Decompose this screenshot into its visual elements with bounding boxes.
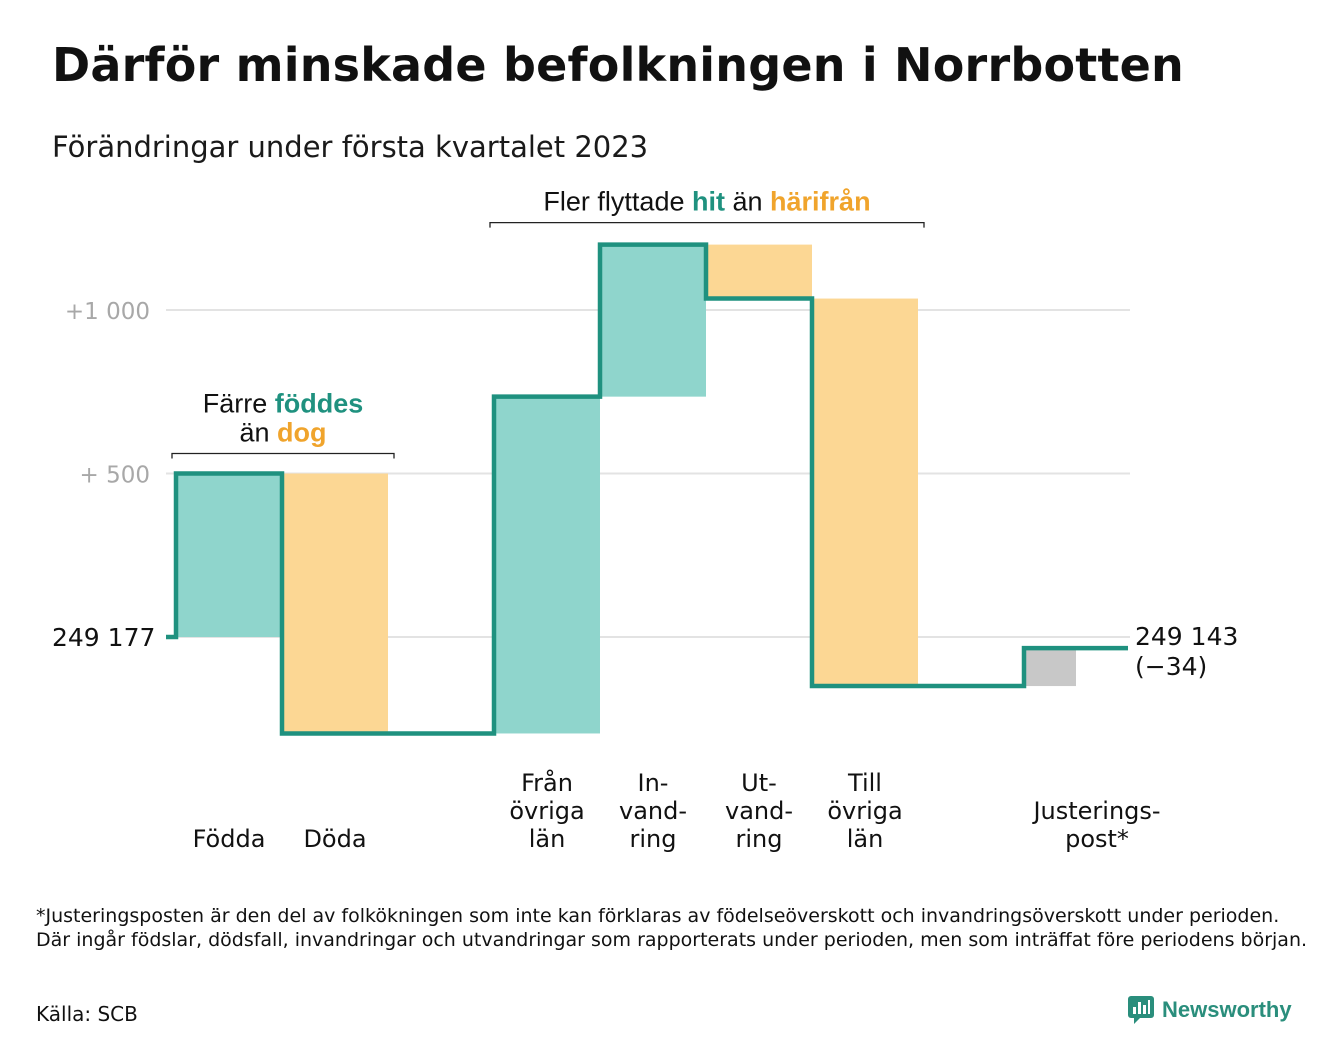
bar-födda (176, 473, 282, 637)
y-tick-label: + 500 (80, 463, 150, 489)
annotation-text: Fler flyttade hit än härifrån (543, 187, 870, 217)
category-label: Födda (193, 825, 266, 853)
end-change-label: (−34) (1135, 652, 1207, 681)
annotation-segment: dog (277, 418, 326, 448)
annotation-text: än dog (239, 418, 326, 448)
category-label: övriga (827, 797, 902, 825)
y-tick-label: +1 000 (65, 299, 150, 325)
brand-name: Newsworthy (1162, 997, 1292, 1022)
category-label: övriga (509, 797, 584, 825)
category-label: Döda (303, 825, 366, 853)
category-label: Från (521, 768, 573, 797)
annotation-bracket (171, 452, 395, 459)
bar-till-övriga-län (812, 298, 918, 687)
bar-utvandring (706, 244, 812, 299)
annotation-segment: härifrån (770, 187, 871, 217)
category-label: vand- (619, 797, 687, 825)
end-value-label: 249 143 (1135, 622, 1238, 651)
population-step-line (166, 242, 1128, 736)
source-label: Källa: SCB (36, 1002, 138, 1026)
start-value-label: 249 177 (52, 623, 155, 652)
category-label: län (529, 825, 566, 853)
waterfall-chart: +1 000 + 500 249 177 249 143(−34) Födda Döda F… (52, 187, 1238, 853)
category-label: ring (736, 825, 783, 853)
bar-från-övriga-län (494, 396, 600, 734)
category-label: ring (630, 825, 677, 853)
category-label: Justerings- (1031, 797, 1160, 825)
annotation-segment: än (725, 187, 770, 217)
category-label: post* (1065, 825, 1129, 853)
annotation-segment: föddes (275, 389, 364, 419)
category-label: Ut- (741, 769, 777, 797)
annotation-segment: Färre (203, 389, 275, 419)
category-label: Till (847, 769, 882, 797)
annotation-segment: än (239, 418, 277, 448)
footnote: *Justeringsposten är den del av folkökni… (36, 905, 1308, 951)
bar-invandring (600, 244, 706, 397)
annotation-segment: Fler flyttade (543, 187, 692, 217)
annotation-segment: hit (692, 187, 725, 217)
category-label: vand- (725, 797, 793, 825)
bar-döda (282, 473, 388, 734)
bar-justeringspost- (1026, 648, 1076, 687)
chart-subtitle: Förändringar under första kvartalet 2023 (52, 130, 649, 164)
brand-logo: Newsworthy (1128, 996, 1292, 1024)
category-label: län (847, 825, 884, 853)
chart-logo-icon (1128, 996, 1154, 1024)
annotation-text: Färre föddes (203, 389, 364, 419)
annotation-bracket (489, 221, 925, 228)
chart-title: Därför minskade befolkningen i Norrbotte… (52, 38, 1184, 92)
category-label: In- (638, 769, 669, 797)
